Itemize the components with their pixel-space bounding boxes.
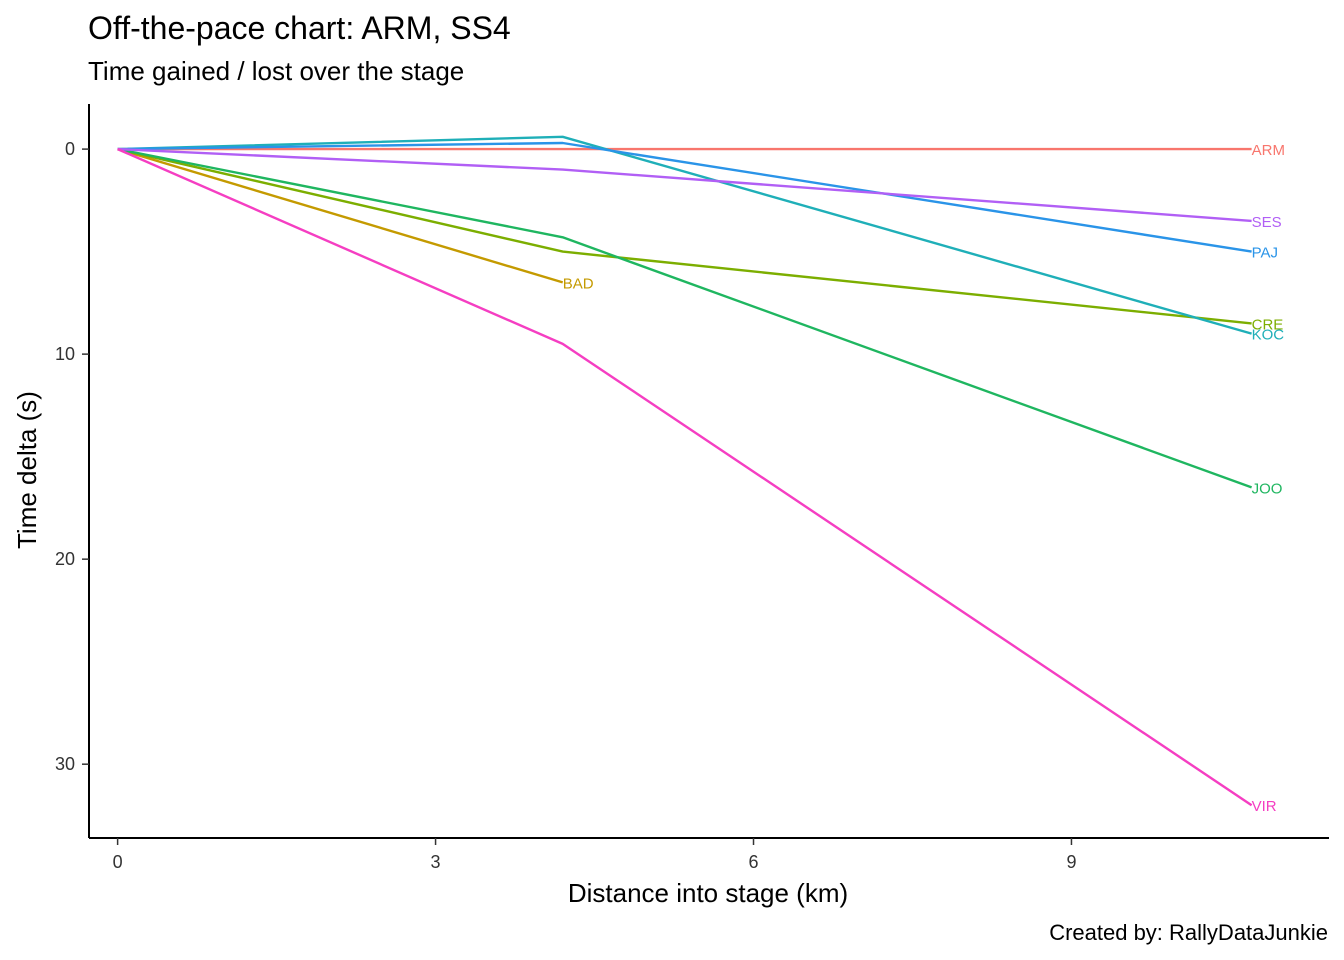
chart-subtitle: Time gained / lost over the stage <box>88 56 465 86</box>
series-layer: ARM BAD CRE JOO KOC PAJ SES VIR <box>117 135 1285 815</box>
y-tick-label: 0 <box>65 139 75 159</box>
series-line-ses <box>117 147 1252 223</box>
axes: 0 3 6 9 0 10 20 30 <box>55 104 1329 872</box>
series-line-paj <box>117 141 1252 253</box>
y-axis-title: Time delta (s) <box>12 391 42 549</box>
x-tick-label: 9 <box>1066 852 1076 872</box>
y-tick-label: 30 <box>55 754 75 774</box>
series-line-vir <box>117 148 1253 807</box>
series-label-vir: VIR <box>1252 798 1277 815</box>
series-line-koc <box>117 135 1252 335</box>
x-tick-label: 0 <box>113 852 123 872</box>
y-tick-label: 10 <box>55 344 75 364</box>
series-label-koc: KOC <box>1252 327 1285 344</box>
series-label-cre: CRE <box>1252 316 1284 333</box>
series-label-arm: ARM <box>1252 142 1285 159</box>
x-tick-label: 6 <box>749 852 759 872</box>
chart-title: Off-the-pace chart: ARM, SS4 <box>88 10 511 46</box>
series-line-bad <box>117 147 564 284</box>
x-axis-title: Distance into stage (km) <box>568 878 848 908</box>
y-tick-label: 20 <box>55 549 75 569</box>
x-tick-label: 3 <box>431 852 441 872</box>
series-label-joo: JOO <box>1252 480 1283 497</box>
chart-caption: Created by: RallyDataJunkie <box>1049 920 1328 945</box>
series-line-cre <box>117 147 1252 325</box>
series-label-paj: PAJ <box>1252 245 1278 262</box>
series-line-joo <box>117 147 1253 489</box>
series-label-bad: BAD <box>563 275 594 292</box>
series-label-ses: SES <box>1252 214 1282 231</box>
